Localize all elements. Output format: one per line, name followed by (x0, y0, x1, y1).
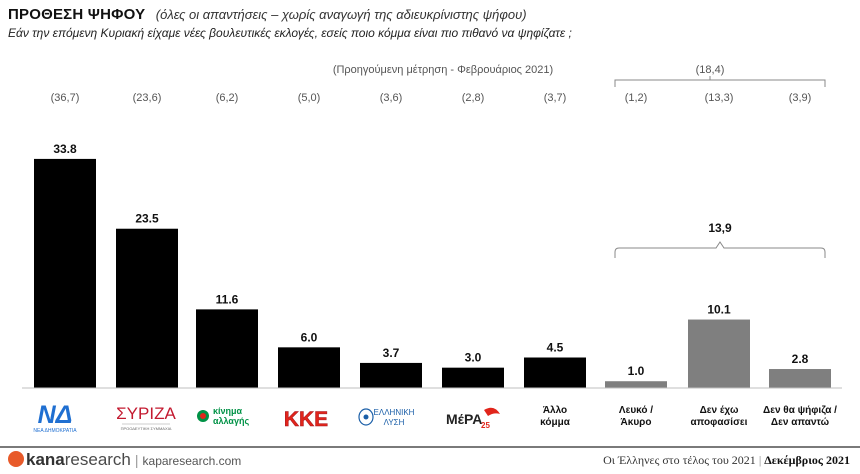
value-label-category-4: 6.0 (301, 330, 318, 344)
kapa-logo-mark-icon (8, 451, 24, 467)
header: ΠΡΟΘΕΣΗ ΨΗΦΟΥ (όλες οι απαντήσεις – χωρί… (8, 6, 527, 24)
website-link[interactable]: kaparesearch.com (142, 454, 242, 468)
value-label-category-6: 3.0 (465, 351, 482, 365)
previous-group-bracket (614, 76, 826, 87)
mera25-logo: ΜέΡΑ 25 (446, 407, 500, 430)
page-title: ΠΡΟΘΕΣΗ ΨΗΦΟΥ (8, 6, 146, 23)
bar-category-1 (34, 158, 96, 388)
mera25-logo-sub: 25 (481, 421, 490, 430)
group-total-label: 13,9 (708, 221, 732, 235)
bar-category-10 (769, 369, 831, 388)
bar-category-3 (196, 309, 258, 388)
previous-value-category-4: (5,0) (298, 92, 321, 104)
bar-category-8 (605, 381, 667, 388)
previous-measurement-label: (Προηγούμενη μέτρηση - Φεβρουάριος 2021) (333, 64, 553, 76)
x-label-undecided: Δεν έχω αποφασίσει (691, 405, 748, 428)
elliniki-lysi-logo: ΕΛΛΗΝΙΚΗ ΛΥΣΗ (358, 408, 415, 427)
value-label-category-10: 2.8 (792, 352, 809, 366)
x-label-other-line2: κόμμα (540, 417, 571, 428)
bar-category-9 (688, 319, 750, 388)
x-label-no-answer-line2: Δεν απαντώ (771, 417, 830, 428)
elliniki-lysi-emblem-center (363, 414, 369, 420)
previous-value-category-2: (23,6) (133, 92, 162, 104)
previous-value-category-5: (3,6) (380, 92, 403, 104)
mera25-logo-mark: ΜέΡΑ (446, 411, 482, 427)
report-source: Οι Έλληνες στο τέλος του 2021 | Δεκέμβριος… (603, 453, 850, 468)
x-label-other-line1: Άλλο (543, 405, 567, 416)
elliniki-lysi-emblem (358, 408, 374, 426)
x-label-blank-line2: Άκυρο (621, 417, 652, 428)
previous-value-category-8: (1,2) (625, 92, 648, 104)
survey-question: Εάν την επόμενη Κυριακή είχαμε νέες βουλ… (8, 26, 572, 40)
previous-value-category-9: (13,3) (705, 92, 734, 104)
x-label-blank-line1: Λευκό / (619, 405, 653, 416)
x-label-blank: Λευκό / Άκυρο (619, 405, 653, 428)
previous-value-category-10: (3,9) (789, 92, 812, 104)
value-label-category-8: 1.0 (628, 364, 645, 378)
bar-category-2 (116, 228, 178, 388)
nd-logo-caption: ΝΕΑ ΔΗΜΟΚΡΑΤΙΑ (33, 428, 77, 434)
kinal-logo-line1: κίνημα (213, 406, 243, 416)
value-label-category-2: 23.5 (135, 212, 159, 226)
x-label-no-answer: Δεν θα ψήφιζα / Δεν απαντώ (763, 405, 837, 428)
previous-value-category-1: (36,7) (51, 92, 80, 104)
nd-logo: ΝΔ ΝΕΑ ΔΗΜΟΚΡΑΤΙΑ (33, 401, 77, 434)
mera25-logo-swoosh (484, 407, 500, 416)
kke-logo: ΚΚΕ (284, 408, 329, 432)
previous-group-total: (18,4) (696, 64, 725, 76)
report-title: Οι Έλληνες στο τέλος του 2021 (603, 453, 756, 467)
x-label-no-answer-line1: Δεν θα ψήφιζα / (763, 405, 837, 416)
bar-category-7 (524, 357, 586, 388)
kapa-research-logo: kanaresearch | kaparesearch.com (8, 450, 241, 470)
footer-divider (0, 446, 860, 448)
bar-category-6 (442, 367, 504, 388)
kinal-logo-flower (200, 413, 206, 419)
x-label-other-party: Άλλο κόμμα (540, 405, 571, 428)
value-label-category-5: 3.7 (383, 346, 400, 360)
brand-prefix: kana (26, 450, 65, 469)
report-separator: | (758, 453, 762, 467)
vote-intention-chart: (36,7) (23,6) (6,2) (5,0) (3,6) (2,8) (3,7) (1,… (22, 64, 842, 434)
previous-value-category-6: (2,8) (462, 92, 485, 104)
value-label-category-7: 4.5 (547, 341, 564, 355)
kinal-logo: κίνημα αλλαγής (197, 406, 249, 426)
brand-suffix: research (64, 450, 131, 469)
value-label-category-3: 11.6 (216, 292, 239, 306)
syriza-logo: ΣΥΡΙΖΑ ΠΡΟΟΔΕΥΤΙΚΗ ΣΥΜΜΑΧΙΑ (116, 404, 176, 431)
brand-separator: | (134, 452, 139, 468)
nd-logo-mark: ΝΔ (38, 401, 73, 429)
report-date: Δεκέμβριος 2021 (764, 453, 850, 467)
group-bracket (614, 241, 826, 258)
x-label-undecided-line2: αποφασίσει (691, 417, 748, 428)
x-label-undecided-line1: Δεν έχω (700, 405, 739, 416)
elliniki-lysi-line2: ΛΥΣΗ (384, 418, 405, 427)
page-subtitle: (όλες οι απαντήσεις – χωρίς αναγωγή της … (155, 7, 527, 22)
elliniki-lysi-line1: ΕΛΛΗΝΙΚΗ (374, 408, 415, 417)
kke-logo-mark: ΚΚΕ (284, 408, 328, 431)
bar-category-5 (360, 362, 422, 388)
previous-value-category-7: (3,7) (544, 92, 567, 104)
previous-value-category-3: (6,2) (216, 92, 239, 104)
syriza-logo-caption: ΠΡΟΟΔΕΥΤΙΚΗ ΣΥΜΜΑΧΙΑ (121, 426, 172, 431)
footer: kanaresearch | kaparesearch.com Οι Έλληνες… (0, 450, 860, 474)
syriza-logo-mark: ΣΥΡΙΖΑ (116, 404, 176, 423)
value-label-category-1: 33.8 (53, 142, 77, 156)
kinal-logo-line2: αλλαγής (213, 416, 249, 426)
bar-category-4 (278, 347, 340, 388)
value-label-category-9: 10.1 (707, 303, 731, 317)
